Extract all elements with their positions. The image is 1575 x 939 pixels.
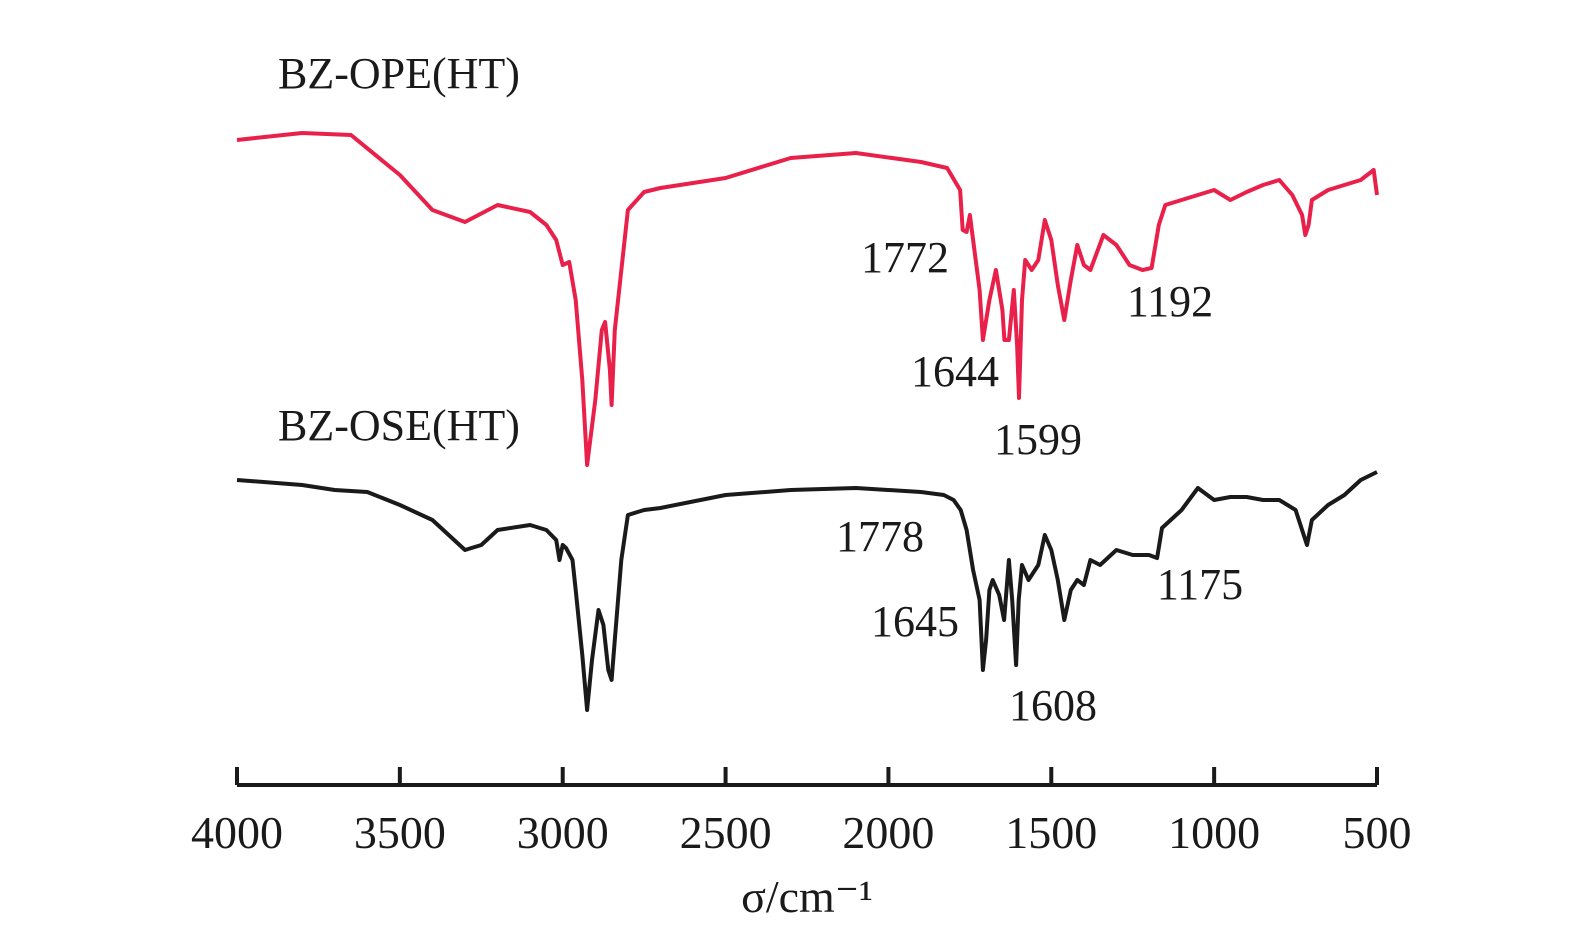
x-tick-label: 3000	[517, 807, 609, 858]
peak-label: 1192	[1127, 277, 1213, 326]
peak-label: 1644	[911, 347, 999, 396]
spectrum-line	[236, 131, 1379, 467]
peak-label: 1608	[1009, 681, 1097, 730]
peak-label: 1645	[871, 597, 959, 646]
spectrum-line	[236, 470, 1378, 712]
x-tick-label: 1000	[1168, 807, 1260, 858]
peak-label: 1778	[836, 512, 924, 561]
peak-label: 1772	[861, 233, 949, 282]
series-label: BZ-OSE(HT)	[278, 401, 520, 450]
x-tick-label: 2000	[842, 807, 934, 858]
series-label: BZ-OPE(HT)	[278, 49, 520, 98]
x-tick-label: 3500	[354, 807, 446, 858]
x-tick-label: 500	[1343, 807, 1412, 858]
peak-label: 1175	[1157, 560, 1243, 609]
x-tick-label: 2500	[680, 807, 772, 858]
x-tick-label: 1500	[1005, 807, 1097, 858]
peak-label: 1599	[994, 415, 1082, 464]
x-axis-label: σ/cm⁻¹	[741, 871, 873, 922]
x-tick-label: 4000	[191, 807, 283, 858]
